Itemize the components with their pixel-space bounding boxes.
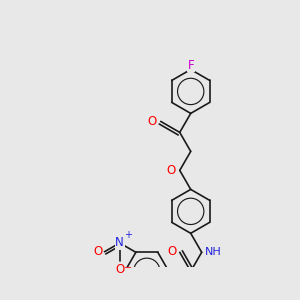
Text: O: O xyxy=(167,164,176,177)
Text: O: O xyxy=(115,263,124,276)
Text: −: − xyxy=(124,263,132,273)
Text: O: O xyxy=(147,115,157,128)
Text: NH: NH xyxy=(205,247,221,257)
Text: N: N xyxy=(115,236,124,250)
Text: F: F xyxy=(188,59,194,72)
Text: O: O xyxy=(93,245,102,258)
Text: O: O xyxy=(167,244,176,258)
Text: +: + xyxy=(124,230,132,240)
